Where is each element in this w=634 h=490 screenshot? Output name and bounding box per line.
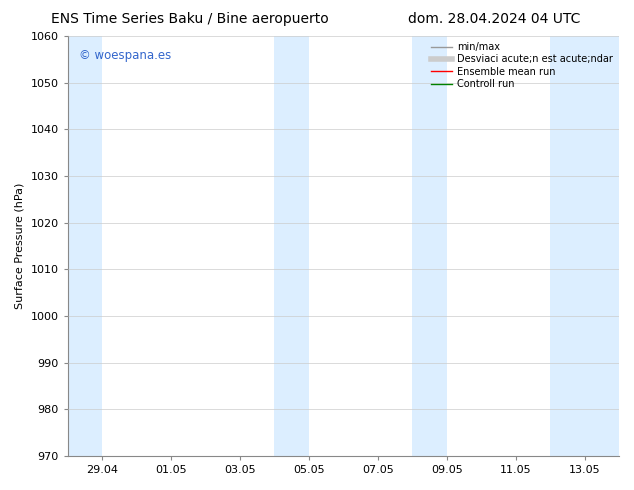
Text: © woespana.es: © woespana.es — [79, 49, 171, 62]
Y-axis label: Surface Pressure (hPa): Surface Pressure (hPa) — [15, 183, 25, 309]
Text: dom. 28.04.2024 04 UTC: dom. 28.04.2024 04 UTC — [408, 12, 581, 26]
Bar — [412, 36, 447, 456]
Bar — [550, 36, 619, 456]
Bar — [275, 36, 309, 456]
Legend: min/max, Desviaci acute;n est acute;ndar, Ensemble mean run, Controll run: min/max, Desviaci acute;n est acute;ndar… — [427, 38, 617, 93]
Text: ENS Time Series Baku / Bine aeropuerto: ENS Time Series Baku / Bine aeropuerto — [51, 12, 329, 26]
Bar — [68, 36, 102, 456]
